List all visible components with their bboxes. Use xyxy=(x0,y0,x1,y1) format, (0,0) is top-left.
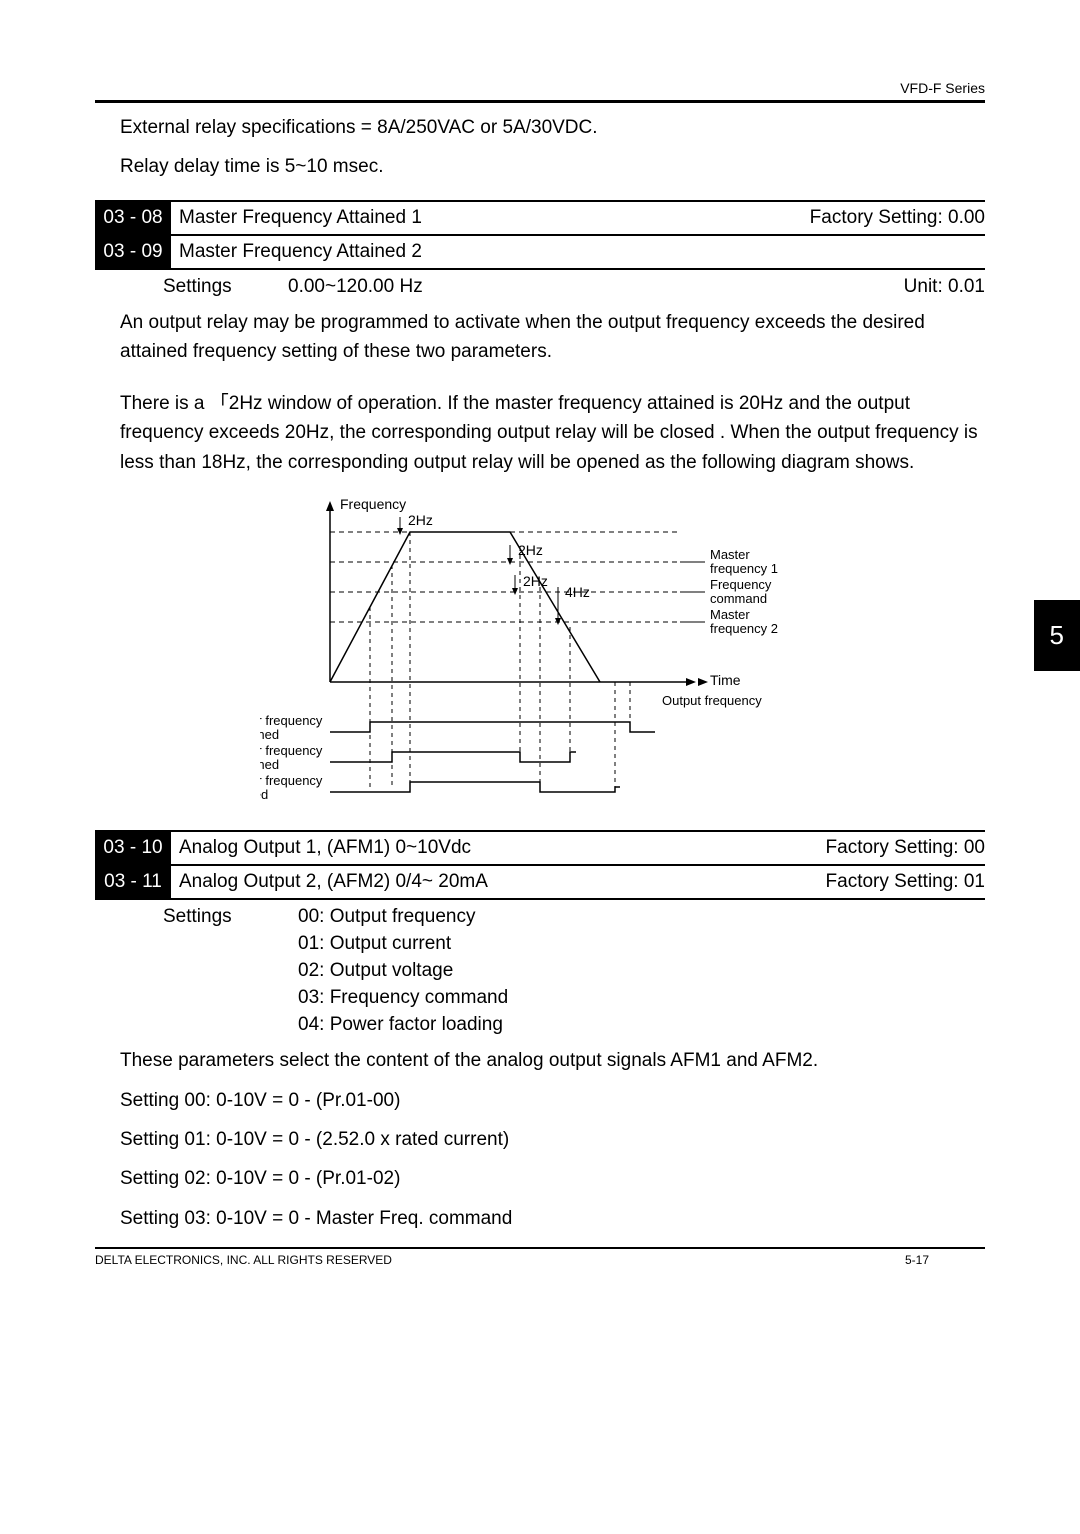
diagram-2hz-c: 2Hz xyxy=(523,573,548,589)
desc-para-2: There is a 「2Hz window of operation. If … xyxy=(120,389,985,477)
param-title: Analog Output 1, (AFM1) 0~10Vdc xyxy=(171,832,826,864)
legend-output-freq: Output frequency xyxy=(662,693,762,708)
chapter-tab: 5 xyxy=(1034,600,1080,671)
svg-text:attained: attained xyxy=(260,787,268,802)
svg-text:frequency 2: frequency 2 xyxy=(710,621,778,636)
footer-page-number: 5-17 xyxy=(905,1253,985,1267)
settings-label: Settings xyxy=(163,906,298,1036)
diagram-svg: Frequency 2Hz 2Hz 2Hz 4Hz Master frequen… xyxy=(260,487,820,807)
footer-copyright: DELTA ELECTRONICS, INC. ALL RIGHTS RESER… xyxy=(95,1253,905,1267)
frequency-diagram: Frequency 2Hz 2Hz 2Hz 4Hz Master frequen… xyxy=(95,487,985,812)
option-02: 02: Output voltage xyxy=(298,960,508,982)
page-footer: DELTA ELECTRONICS, INC. ALL RIGHTS RESER… xyxy=(95,1247,985,1267)
param-factory: Factory Setting: 00 xyxy=(826,832,985,864)
param-factory: Factory Setting: 0.00 xyxy=(810,202,985,234)
svg-text:2 attained: 2 attained xyxy=(260,727,279,742)
legend-freq-command: Frequency xyxy=(710,577,772,592)
param-row-0309: 03 - 09 Master Frequency Attained 2 xyxy=(95,234,985,270)
header-series: VFD-F Series xyxy=(95,80,985,103)
option-04: 04: Power factor loading xyxy=(298,1014,508,1036)
label-mf2-attained: Master frequency xyxy=(260,713,323,728)
param-row-0311: 03 - 11 Analog Output 2, (AFM2) 0/4~ 20m… xyxy=(95,864,985,900)
legend-master-freq-2: Master xyxy=(710,607,750,622)
legend-master-freq-1: Master xyxy=(710,547,750,562)
settings-value: 0.00~120.00 Hz xyxy=(288,276,904,298)
option-03: 03: Frequency command xyxy=(298,987,508,1009)
diagram-2hz-a: 2Hz xyxy=(408,512,433,528)
param-row-0308: 03 - 08 Master Frequency Attained 1 Fact… xyxy=(95,200,985,236)
param-code: 03 - 08 xyxy=(95,202,171,234)
setting-02: Setting 02: 0-10V = 0 - (Pr.01-02) xyxy=(120,1164,985,1193)
param-group-0308: 03 - 08 Master Frequency Attained 1 Fact… xyxy=(95,200,985,270)
param-code: 03 - 10 xyxy=(95,832,171,864)
param-title: Master Frequency Attained 1 xyxy=(171,202,810,234)
settings-unit: Unit: 0.01 xyxy=(904,276,985,298)
param-code: 03 - 11 xyxy=(95,866,171,898)
intro-line-2: Relay delay time is 5~10 msec. xyxy=(120,152,985,181)
group2-desc: These parameters select the content of t… xyxy=(120,1046,985,1075)
diagram-2hz-b: 2Hz xyxy=(518,542,543,558)
param-code: 03 - 09 xyxy=(95,236,171,268)
diagram-4hz: 4Hz xyxy=(565,584,590,600)
label-mf-attained: Master frequency xyxy=(260,773,323,788)
diagram-y-axis-label: Frequency xyxy=(340,496,406,512)
option-00: 00: Output frequency xyxy=(298,906,508,928)
option-01: 01: Output current xyxy=(298,933,508,955)
param-title: Analog Output 2, (AFM2) 0/4~ 20mA xyxy=(171,866,826,898)
settings-list: Settings 00: Output frequency 01: Output… xyxy=(163,906,985,1036)
svg-text:frequency 1: frequency 1 xyxy=(710,561,778,576)
svg-text:1 attained: 1 attained xyxy=(260,757,279,772)
legend-time: Time xyxy=(710,672,741,688)
setting-03: Setting 03: 0-10V = 0 - Master Freq. com… xyxy=(120,1204,985,1233)
param-row-0310: 03 - 10 Analog Output 1, (AFM1) 0~10Vdc … xyxy=(95,830,985,866)
param-factory: Factory Setting: 01 xyxy=(826,866,985,898)
param-group-0310: 03 - 10 Analog Output 1, (AFM1) 0~10Vdc … xyxy=(95,830,985,900)
desc-para-1: An output relay may be programmed to act… xyxy=(120,308,985,367)
settings-row: Settings 0.00~120.00 Hz Unit: 0.01 xyxy=(163,276,985,298)
setting-01: Setting 01: 0-10V = 0 - (2.52.0 x rated … xyxy=(120,1125,985,1154)
intro-line-1: External relay specifications = 8A/250VA… xyxy=(120,113,985,142)
setting-00: Setting 00: 0-10V = 0 - (Pr.01-00) xyxy=(120,1086,985,1115)
settings-label: Settings xyxy=(163,276,288,298)
label-mf1-attained: Master frequency xyxy=(260,743,323,758)
svg-text:command: command xyxy=(710,591,767,606)
param-title: Master Frequency Attained 2 xyxy=(171,236,985,268)
